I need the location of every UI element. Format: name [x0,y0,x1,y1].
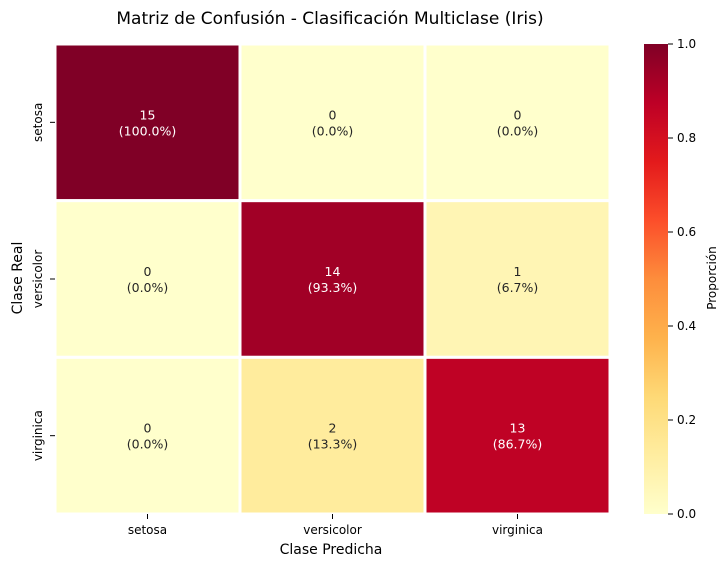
cell-percent-label: (86.7%) [493,437,542,452]
heatmap-cell [53,42,242,203]
heatmap-cell [238,355,427,516]
heatmap-grid: 15(100.0%)0(0.0%)0(0.0%)0(0.0%)14(93.3%)… [53,42,612,516]
cell-percent-label: (100.0%) [119,123,176,138]
cell-percent-label: (0.0%) [312,123,354,138]
colorbar-ticks: 0.0 0.2 0.4 0.6 0.8 1.0 [668,37,696,521]
x-tick-label: virginica [492,523,543,537]
y-axis: setosa versicolor virginica [31,103,55,461]
cell-count-label: 2 [329,421,337,436]
x-axis: setosa versicolor virginica [128,514,543,537]
colorbar-tick-label: 0.8 [677,131,696,145]
cell-count-label: 13 [510,421,526,436]
cell-percent-label: (0.0%) [127,280,169,295]
cell-percent-label: (0.0%) [497,123,539,138]
colorbar [644,44,668,514]
heatmap-cell [238,42,427,203]
x-tick-label: versicolor [303,523,362,537]
colorbar-tick-label: 0.0 [677,507,696,521]
cell-count-label: 15 [140,107,156,122]
cell-count-label: 0 [144,264,152,279]
cell-count-label: 0 [329,107,337,122]
cell-percent-label: (6.7%) [497,280,539,295]
y-tick-label: setosa [31,103,45,142]
cell-percent-label: (13.3%) [308,437,357,452]
heatmap-cell [423,199,612,359]
cell-count-label: 14 [325,264,341,279]
heatmap-cell [423,42,612,203]
cell-percent-label: (0.0%) [127,437,169,452]
colorbar-label: Proporción [705,246,719,310]
colorbar-tick-label: 1.0 [677,37,696,51]
x-axis-label: Clase Predicha [280,542,383,558]
x-tick-label: setosa [128,523,167,537]
cell-count-label: 0 [144,421,152,436]
y-axis-label: Clase Real [10,242,26,315]
cell-count-label: 0 [514,107,522,122]
colorbar-tick-label: 0.2 [677,413,696,427]
chart-title: Matriz de Confusión - Clasificación Mult… [116,9,543,29]
colorbar-tick-label: 0.6 [677,225,696,239]
cell-count-label: 1 [514,264,522,279]
y-tick-label: versicolor [31,250,45,309]
cell-percent-label: (93.3%) [308,280,357,295]
colorbar-tick-label: 0.4 [677,319,696,333]
y-tick-label: virginica [31,410,45,461]
